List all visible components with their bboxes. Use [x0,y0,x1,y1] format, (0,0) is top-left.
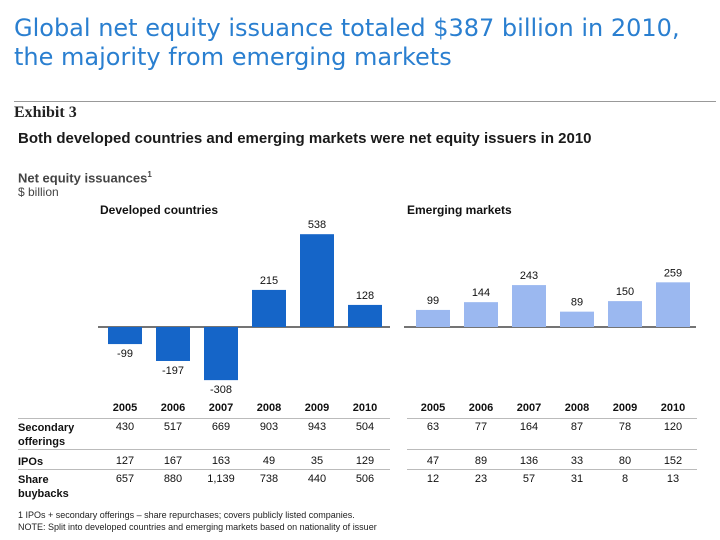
year-header-emerging: 2006 [468,402,494,414]
data-label-developed-2010: 128 [356,290,374,302]
table-divider [407,449,697,450]
year-header-developed: 2005 [112,402,138,414]
data-label-developed-2006: -197 [162,365,184,377]
data-label-developed-2009: 538 [308,219,326,231]
bar-developed-2007 [204,327,238,381]
table-cell-emerging: 63 [426,421,440,433]
table-cell-emerging: 47 [426,455,440,467]
table-cell-emerging: 31 [570,473,584,485]
table-cell-developed: 903 [259,421,279,433]
data-label-emerging-2005: 99 [427,295,439,307]
data-label-developed-2005: -99 [117,348,133,360]
table-row-label: Share buybacks [18,474,69,500]
data-label-emerging-2006: 144 [472,287,490,299]
table-cell-emerging: 152 [663,455,683,467]
table-cell-developed: 1,139 [207,473,235,485]
table-cell-developed: 669 [211,421,231,433]
table-cell-developed: 657 [115,473,135,485]
bar-developed-2010 [348,304,382,327]
table-cell-developed: 167 [163,455,183,467]
chart-subtitle: Net equity issuances1 [18,170,152,185]
table-cell-emerging: 12 [426,473,440,485]
table-cell-developed: 129 [355,455,375,467]
bar-developed-2005 [108,327,142,345]
year-header-emerging: 2009 [612,402,638,414]
table-cell-developed: 440 [307,473,327,485]
table-row-label: Secondary offerings [18,422,75,448]
slide-title: Global net equity issuance totaled $387 … [14,14,680,71]
title-divider [14,101,716,102]
table-cell-developed: 738 [259,473,279,485]
table-divider [407,469,697,470]
table-cell-developed: 163 [211,455,231,467]
bar-developed-2006 [156,327,190,361]
year-header-emerging: 2005 [420,402,446,414]
bar-emerging-2010 [656,282,690,327]
footnote-note: NOTE: Split into developed countries and… [18,522,377,532]
data-label-developed-2008: 215 [260,275,278,287]
table-cell-developed: 880 [163,473,183,485]
year-header-emerging: 2008 [564,402,590,414]
table-cell-emerging: 33 [570,455,584,467]
year-header-developed: 2006 [160,402,186,414]
bar-emerging-2006 [464,302,498,327]
table-cell-emerging: 78 [618,421,632,433]
year-header-emerging: 2010 [660,402,686,414]
year-header-emerging: 2007 [516,402,542,414]
table-cell-emerging: 23 [474,473,488,485]
data-label-emerging-2007: 243 [520,270,538,282]
data-label-emerging-2009: 150 [616,286,634,298]
year-header-developed: 2010 [352,402,378,414]
table-cell-developed: 517 [163,421,183,433]
table-cell-emerging: 136 [519,455,539,467]
bar-emerging-2007 [512,285,546,327]
table-divider [18,469,390,470]
data-label-emerging-2008: 89 [571,297,583,309]
panel-title-developed: Developed countries [100,203,219,217]
table-divider [407,418,697,419]
table-cell-developed: 943 [307,421,327,433]
bar-developed-2008 [252,289,286,327]
bar-emerging-2005 [416,309,450,327]
chart-title: Both developed countries and emerging ma… [18,130,592,147]
table-cell-developed: 430 [115,421,135,433]
data-label-emerging-2010: 259 [664,267,682,279]
footnote-1: 1 IPOs + secondary offerings – share rep… [18,510,355,520]
table-cell-emerging: 57 [522,473,536,485]
table-row-label: IPOs [18,456,44,468]
table-cell-developed: 49 [262,455,276,467]
table-cell-emerging: 8 [621,473,629,485]
year-header-developed: 2008 [256,402,282,414]
table-divider [18,418,390,419]
table-cell-emerging: 13 [666,473,680,485]
year-header-developed: 2009 [304,402,330,414]
data-label-developed-2007: -308 [210,384,232,396]
table-cell-emerging: 80 [618,455,632,467]
subtitle-footnote-marker: 1 [147,170,152,179]
panel-title-emerging: Emerging markets [407,203,512,217]
table-cell-emerging: 77 [474,421,488,433]
table-cell-emerging: 89 [474,455,488,467]
table-cell-emerging: 120 [663,421,683,433]
subtitle-text: Net equity issuances [18,170,148,186]
table-cell-developed: 506 [355,473,375,485]
exhibit-label: Exhibit 3 [14,104,77,121]
table-cell-developed: 127 [115,455,135,467]
table-cell-emerging: 164 [519,421,539,433]
table-cell-developed: 504 [355,421,375,433]
table-cell-developed: 35 [310,455,324,467]
bar-emerging-2009 [608,301,642,327]
year-header-developed: 2007 [208,402,234,414]
bar-emerging-2008 [560,311,594,327]
table-cell-emerging: 87 [570,421,584,433]
table-divider [18,449,390,450]
bar-developed-2009 [300,234,334,327]
unit-label: $ billion [18,185,59,199]
